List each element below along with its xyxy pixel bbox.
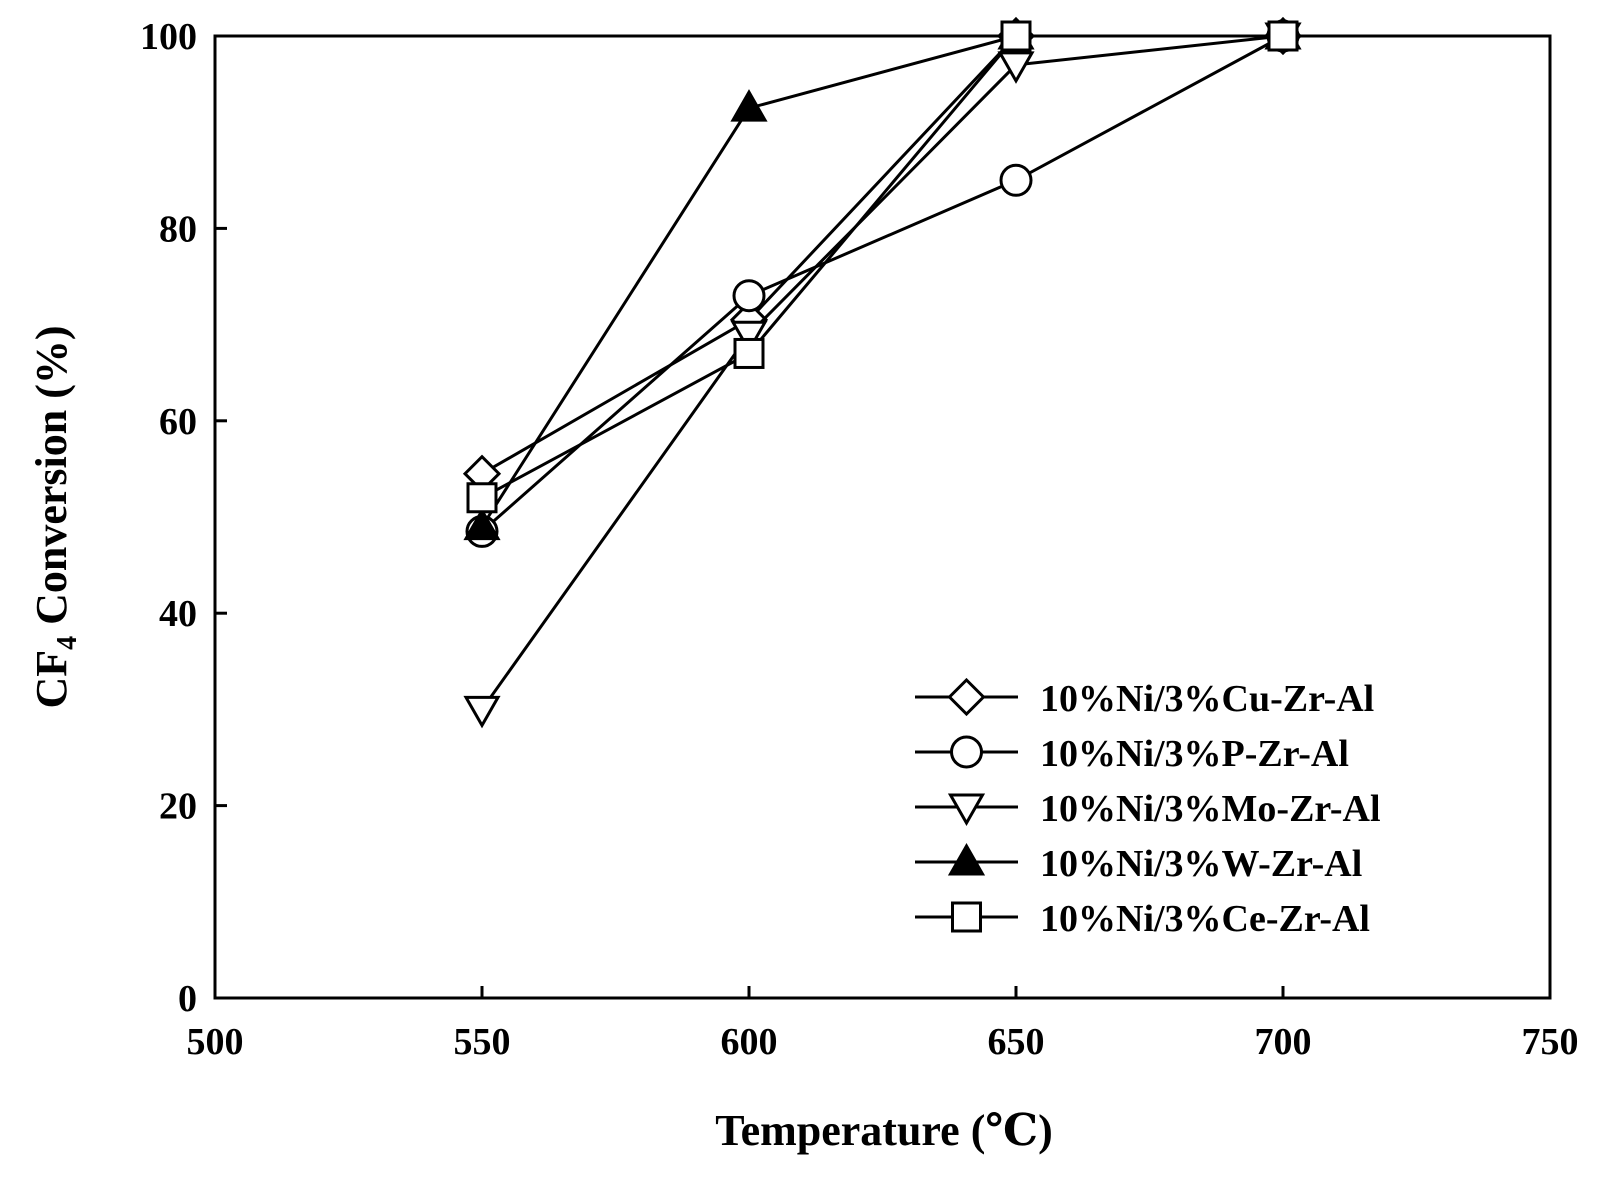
x-tick-label: 700 — [1255, 1021, 1312, 1063]
y-axis-label-main: CF — [27, 650, 76, 709]
data-point-circle — [734, 281, 764, 311]
x-tick-label: 750 — [1522, 1021, 1579, 1063]
x-tick-label: 600 — [721, 1021, 778, 1063]
legend-label: 10%Ni/3%Mo-Zr-Al — [1040, 788, 1381, 830]
y-tick-label: 40 — [159, 593, 197, 635]
data-point-square — [468, 484, 496, 512]
y-axis-label-subscript: 4 — [52, 636, 83, 650]
y-tick-label: 100 — [140, 16, 197, 58]
x-axis-label: Temperature (℃) — [715, 1106, 1052, 1155]
y-axis-label-rest: Conversion (%) — [27, 325, 76, 635]
legend-label: 10%Ni/3%W-Zr-Al — [1040, 843, 1362, 885]
data-point-circle — [1001, 165, 1031, 195]
y-tick-label: 20 — [159, 786, 197, 828]
data-point-square — [735, 339, 763, 367]
legend-label: 10%Ni/3%Ce-Zr-Al — [1040, 898, 1370, 940]
y-axis-label: CF4 Conversion (%) — [27, 325, 83, 708]
legend-marker-circle — [952, 737, 982, 767]
y-tick-label: 0 — [178, 978, 197, 1020]
x-tick-label: 500 — [187, 1021, 244, 1063]
y-tick-label: 60 — [159, 401, 197, 443]
x-tick-label: 550 — [454, 1021, 511, 1063]
data-point-square — [1002, 22, 1030, 50]
legend-label: 10%Ni/3%P-Zr-Al — [1040, 733, 1349, 775]
legend-marker-square — [953, 903, 981, 931]
y-tick-label: 80 — [159, 208, 197, 250]
data-point-square — [1269, 22, 1297, 50]
legend-label: 10%Ni/3%Cu-Zr-Al — [1040, 678, 1374, 720]
x-tick-label: 650 — [988, 1021, 1045, 1063]
